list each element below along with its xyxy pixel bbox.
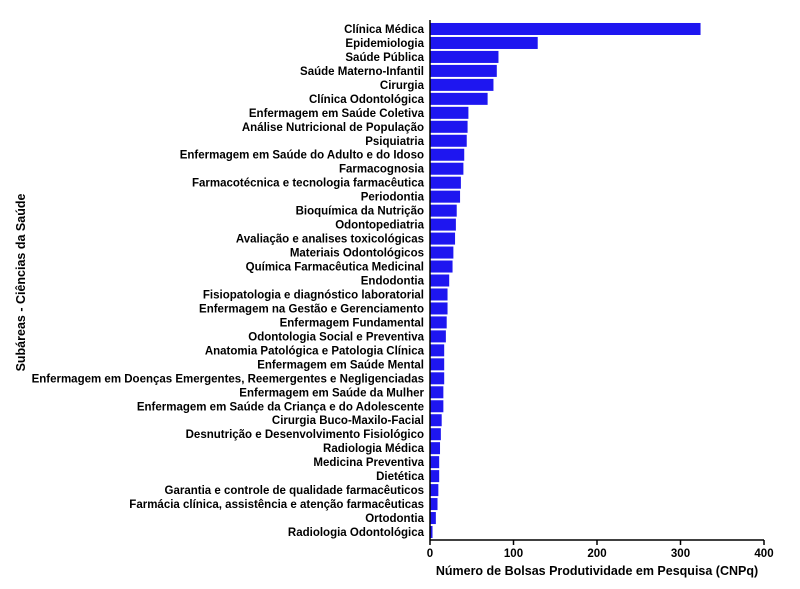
bar <box>430 78 494 91</box>
bar <box>430 372 445 385</box>
category-label: Anatomia Patológica e Patologia Clínica <box>205 345 425 357</box>
category-label: Radiologia Médica <box>323 443 425 455</box>
category-label: Epidemiologia <box>345 38 424 50</box>
x-ticks-group: 0 100 200 300 400 <box>427 540 774 560</box>
bar <box>430 50 499 63</box>
bar <box>430 498 438 511</box>
bar <box>430 442 441 455</box>
category-label: Cirurgia <box>380 80 425 92</box>
category-label: Enfermagem em Saúde Mental <box>257 359 424 371</box>
bar <box>430 414 442 427</box>
bar <box>430 344 445 357</box>
category-label: Garantia e controle de qualidade farmacê… <box>165 485 424 497</box>
category-label: Enfermagem em Doenças Emergentes, Reemer… <box>32 373 424 385</box>
bar <box>430 526 433 539</box>
y-axis-title: Subáreas - Ciências da Saúde <box>14 194 28 372</box>
category-label: Odontologia Social e Preventiva <box>248 331 424 343</box>
category-label: Enfermagem em Saúde da Mulher <box>239 387 424 399</box>
category-label: Enfermagem em Saúde do Adulto e do Idoso <box>180 150 424 162</box>
bar <box>430 470 440 483</box>
category-label: Periodontia <box>361 192 425 204</box>
bar <box>430 120 468 133</box>
category-labels-group: Clínica Médica Epidemiologia Saúde Pública… <box>32 24 425 539</box>
category-label: Odontopediatria <box>335 220 424 232</box>
bar <box>430 302 448 315</box>
bar <box>430 386 444 399</box>
category-label: Cirurgia Buco-Maxilo-Facial <box>272 415 424 427</box>
bar <box>430 232 456 245</box>
bars-group <box>430 22 701 539</box>
bar <box>430 246 454 259</box>
bar <box>430 36 538 49</box>
category-label: Medicina Preventiva <box>313 457 424 469</box>
bar <box>430 512 436 525</box>
bar <box>430 330 446 343</box>
bar <box>430 288 448 301</box>
category-label: Clínica Médica <box>344 24 424 36</box>
category-label: Materiais Odontológicos <box>290 248 424 260</box>
category-label: Enfermagem em Saúde da Criança e do Adol… <box>137 401 424 413</box>
bar <box>430 358 445 371</box>
bar <box>430 106 469 119</box>
bar <box>430 134 467 147</box>
category-label: Enfermagem na Gestão e Gerenciamento <box>199 303 424 315</box>
category-label: Farmácia clínica, assistência e atenção … <box>129 499 424 511</box>
bar <box>430 428 441 441</box>
bar <box>430 148 465 161</box>
category-label: Psiquiatria <box>365 136 424 148</box>
category-label: Fisiopatologia e diagnóstico laboratoria… <box>203 289 424 301</box>
category-label: Saúde Pública <box>345 52 424 64</box>
category-label: Química Farmacêutica Medicinal <box>246 262 424 274</box>
bar <box>430 316 447 329</box>
category-label: Avaliação e analises toxicológicas <box>236 234 424 246</box>
category-label: Dietética <box>376 471 425 483</box>
bar <box>430 400 444 413</box>
x-tick-label: 200 <box>587 548 606 560</box>
category-label: Enfermagem Fundamental <box>280 317 424 329</box>
x-tick-label: 400 <box>754 548 773 560</box>
bar <box>430 218 456 231</box>
x-axis-title: Número de Bolsas Produtividade em Pesqui… <box>436 564 758 578</box>
bar <box>430 190 461 203</box>
bar <box>430 176 461 189</box>
category-label: Radiologia Odontológica <box>288 527 425 539</box>
bar <box>430 162 464 175</box>
category-label: Desnutrição e Desenvolvimento Fisiológic… <box>186 429 424 441</box>
bar <box>430 274 450 287</box>
category-label: Farmacognosia <box>339 164 425 176</box>
bar <box>430 484 439 497</box>
category-label: Ortodontia <box>365 513 424 525</box>
bar <box>430 22 701 35</box>
category-label: Bioquímica da Nutrição <box>296 206 424 218</box>
x-tick-label: 0 <box>427 548 433 560</box>
bar <box>430 260 453 273</box>
category-label: Farmacotécnica e tecnologia farmacêutica <box>192 178 425 190</box>
x-tick-label: 100 <box>504 548 523 560</box>
category-label: Análise Nutricional de População <box>242 122 424 134</box>
bar <box>430 92 488 105</box>
bar <box>430 204 457 217</box>
bar <box>430 64 497 77</box>
category-label: Saúde Materno-Infantil <box>300 66 424 78</box>
category-label: Enfermagem em Saúde Coletiva <box>249 108 425 120</box>
x-tick-label: 300 <box>671 548 690 560</box>
category-label: Clínica Odontológica <box>309 94 425 106</box>
bar <box>430 456 440 469</box>
category-label: Endodontia <box>361 276 425 288</box>
